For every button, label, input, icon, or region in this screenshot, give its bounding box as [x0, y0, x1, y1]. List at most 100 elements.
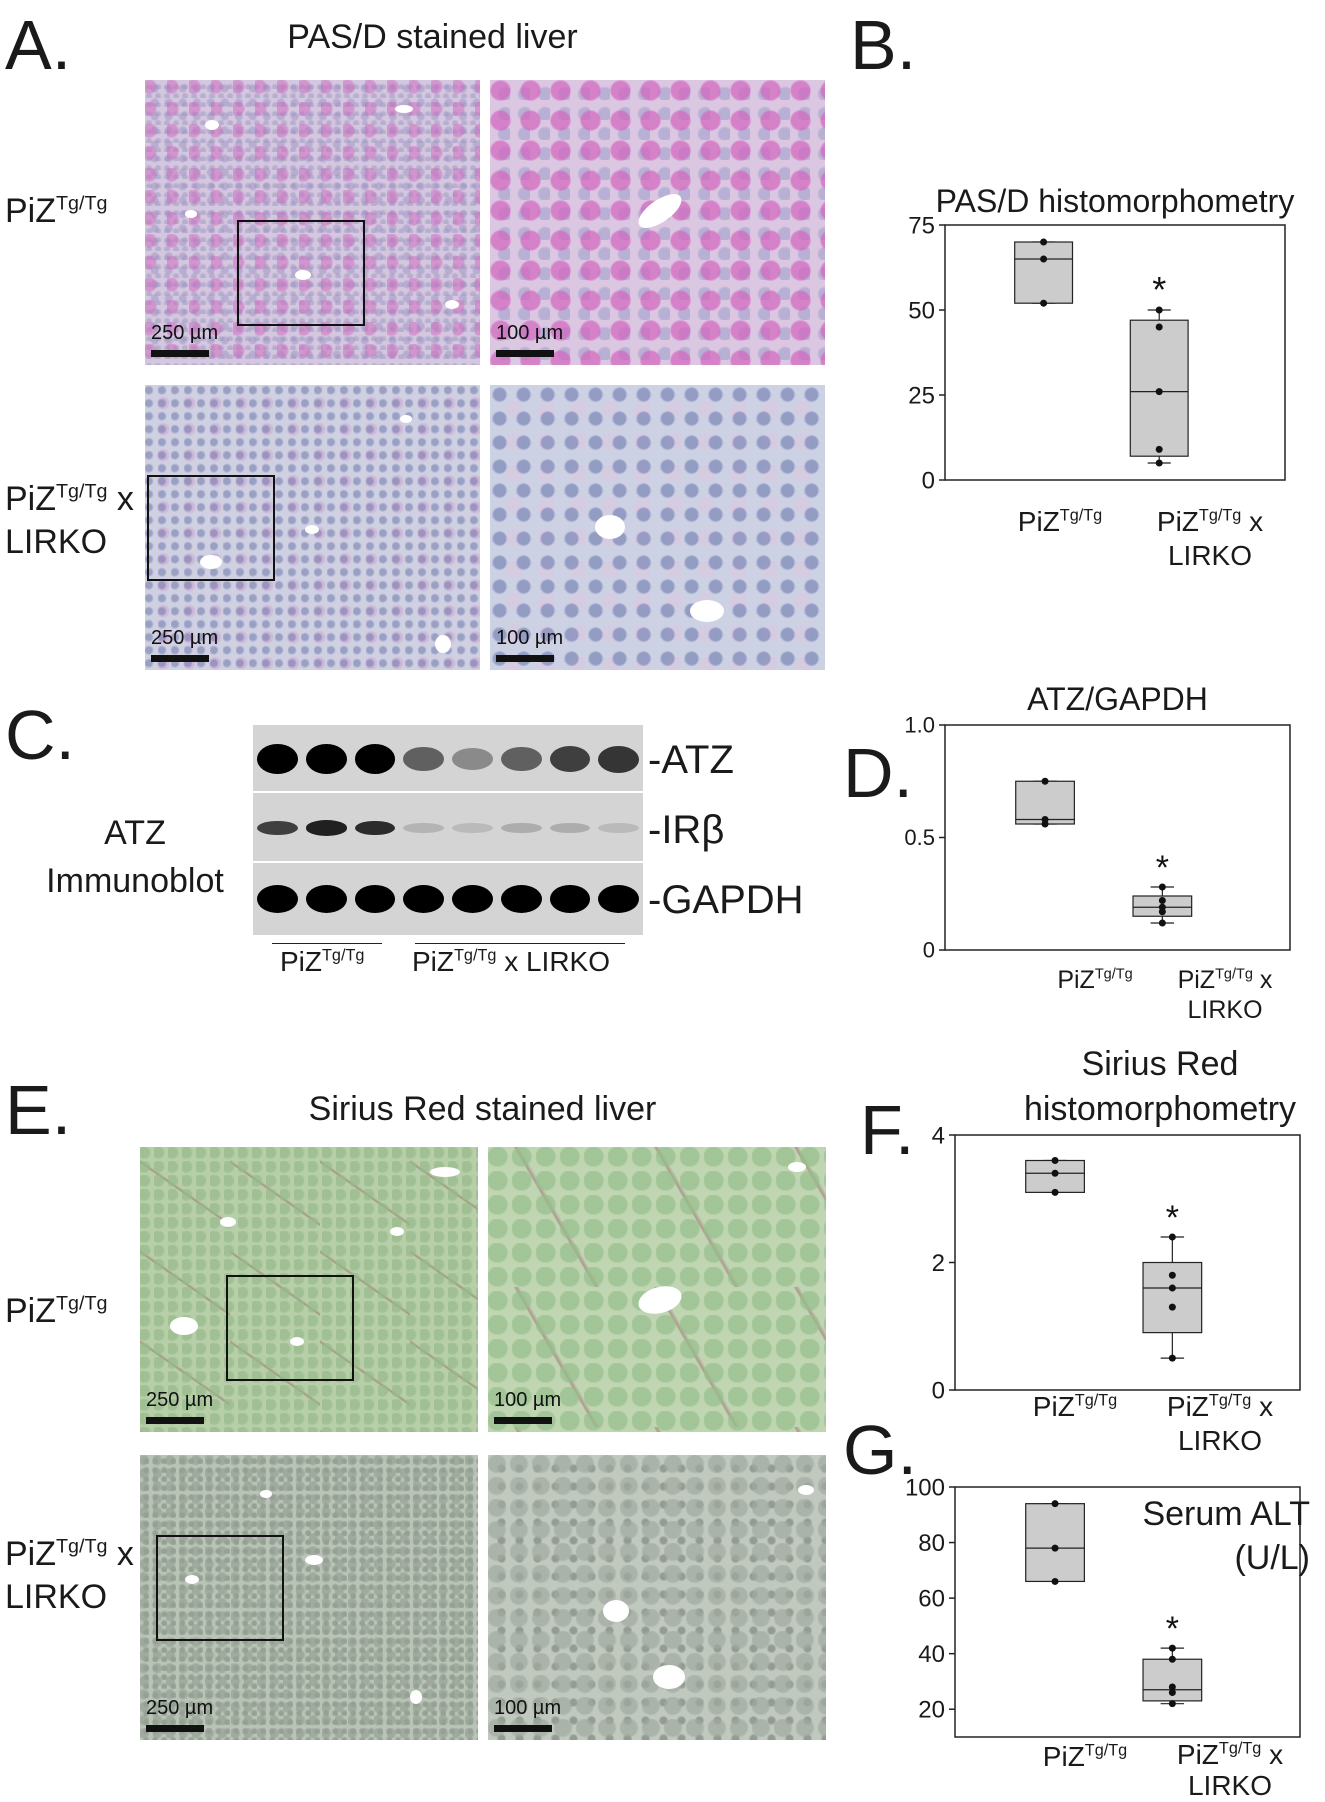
data-point	[1158, 897, 1166, 904]
siriusred-piz-low-mag: 250 µm	[140, 1147, 478, 1432]
panel-a-title: PAS/D stained liver	[287, 18, 578, 56]
y-tick-label: 60	[918, 1586, 945, 1613]
data-point	[1168, 1303, 1176, 1311]
data-point	[1051, 1188, 1059, 1196]
band-label-gapdh: -GAPDH	[648, 878, 804, 922]
immunoblot	[253, 725, 643, 935]
blot-band-gapdh-lane-1	[257, 885, 298, 913]
scale-bar	[494, 1417, 552, 1424]
y-tick-label: 75	[908, 212, 935, 239]
data-point	[1051, 1169, 1059, 1177]
panel-b-xlabel-1: PiZTg/Tg	[1017, 506, 1103, 537]
y-tick-label: 0	[923, 938, 935, 963]
panel-d-letter: D.	[843, 734, 913, 812]
blot-band-atz-lane-6	[500, 746, 542, 772]
data-point	[1158, 883, 1166, 891]
data-point	[1051, 1157, 1059, 1164]
siriusred-lirko-high-mag: 100 µm	[488, 1455, 826, 1740]
blot-band-irb-lane-7	[549, 822, 591, 834]
panel-d-xlabel-1: PiZTg/Tg	[1057, 966, 1133, 994]
y-tick-label: 40	[918, 1641, 945, 1668]
plot-frame	[944, 724, 1291, 951]
blot-band-gapdh-lane-6	[500, 885, 542, 913]
data-point	[1168, 1683, 1176, 1691]
y-tick-label: 50	[908, 297, 935, 324]
blot-band-gapdh-lane-7	[549, 885, 591, 913]
panel-f-letter: F.	[860, 1091, 915, 1169]
scale-label: 100 µm	[496, 322, 564, 344]
data-point	[1168, 1233, 1176, 1241]
pas-lirko-low-mag: 250 µm	[145, 385, 480, 670]
panel-g-chart: 20 40 60 80 100 *	[905, 1475, 1301, 1738]
zoom-inset-box	[226, 1275, 354, 1381]
panel-e-letter: E.	[5, 1071, 72, 1149]
data-point	[1051, 1544, 1059, 1552]
panel-f-title-line2: histomorphometry	[1023, 1090, 1297, 1128]
blot-band-irb-lane-5	[452, 822, 493, 834]
data-point	[1158, 903, 1166, 911]
y-tick-label: 1.0	[904, 713, 935, 738]
data-point	[1040, 299, 1048, 307]
plot-frame	[944, 224, 1286, 481]
data-point	[1051, 1577, 1059, 1585]
blot-band-atz-lane-7	[549, 745, 591, 773]
blot-band-atz-lane-3	[354, 744, 396, 774]
blot-group2-line	[415, 943, 625, 944]
data-point	[1041, 777, 1049, 785]
panel-d-xlabel-2: PiZTg/Tg x LIRKO	[1177, 966, 1273, 1024]
blot-group2-label: PiZTg/Tg x LIRKO	[412, 946, 610, 977]
zoom-inset-box	[237, 220, 365, 326]
blot-group1-line	[272, 943, 382, 944]
data-point	[1168, 1655, 1176, 1663]
data-point	[1168, 1644, 1176, 1652]
panel-e-row2-label: PiZTg/Tg x LIRKO	[5, 1535, 134, 1616]
blot-band-gapdh-lane-8	[598, 885, 639, 913]
box	[1142, 1658, 1203, 1702]
panel-a-row1-label: PiZTg/Tg	[5, 192, 108, 230]
blot-group1-label: PiZTg/Tg	[280, 946, 365, 977]
data-point	[1168, 1700, 1176, 1708]
pas-piz-high-mag: 100 µm	[490, 80, 825, 365]
data-point	[1168, 1689, 1176, 1697]
blot-band-irb-lane-3	[354, 820, 396, 836]
blot-row-gapdh	[253, 863, 643, 935]
band-label-atz: -ATZ	[648, 738, 734, 782]
data-point	[1155, 459, 1163, 467]
panel-a-letter: A.	[5, 6, 72, 84]
box	[1025, 1503, 1085, 1583]
blot-band-atz-lane-5	[452, 747, 493, 771]
data-point	[1155, 323, 1163, 331]
data-point	[1040, 255, 1048, 263]
plot-frame	[954, 1134, 1301, 1391]
scale-label: 250 µm	[146, 1697, 214, 1719]
blot-band-irb-lane-6	[500, 822, 542, 834]
blot-band-atz-lane-8	[598, 745, 639, 773]
y-tick-label: 80	[918, 1530, 945, 1557]
scale-bar	[496, 655, 554, 662]
blot-band-atz-lane-1	[257, 744, 298, 774]
data-point	[1040, 238, 1048, 246]
data-point	[1041, 816, 1049, 823]
blot-band-gapdh-lane-5	[452, 885, 493, 913]
scale-label: 100 µm	[494, 1389, 562, 1411]
blot-band-gapdh-lane-4	[403, 885, 444, 913]
panel-f-title-line1: Sirius Red	[1081, 1045, 1239, 1083]
y-tick-label: 100	[905, 1475, 945, 1501]
y-tick-label: 25	[908, 382, 935, 409]
band-label-irb: -IRβ	[648, 808, 725, 852]
panel-c-letter: C.	[5, 696, 75, 774]
data-point	[1155, 445, 1163, 453]
panel-f-xlabel-2: PiZTg/Tg x LIRKO	[1166, 1391, 1274, 1456]
blot-side-label: ATZ Immunoblot	[46, 814, 224, 900]
panel-g-letter: G.	[843, 1411, 917, 1489]
blot-band-atz-lane-4	[403, 746, 444, 772]
panel-e-title: Sirius Red stained liver	[308, 1090, 657, 1128]
data-point	[1168, 1271, 1176, 1279]
y-tick-label: 4	[932, 1125, 945, 1149]
scale-label: 250 µm	[146, 1389, 214, 1411]
blot-band-irb-lane-4	[403, 822, 444, 834]
scale-bar	[151, 350, 209, 357]
data-point	[1155, 388, 1163, 396]
blot-band-gapdh-lane-2	[305, 885, 347, 913]
data-point	[1168, 1284, 1176, 1292]
